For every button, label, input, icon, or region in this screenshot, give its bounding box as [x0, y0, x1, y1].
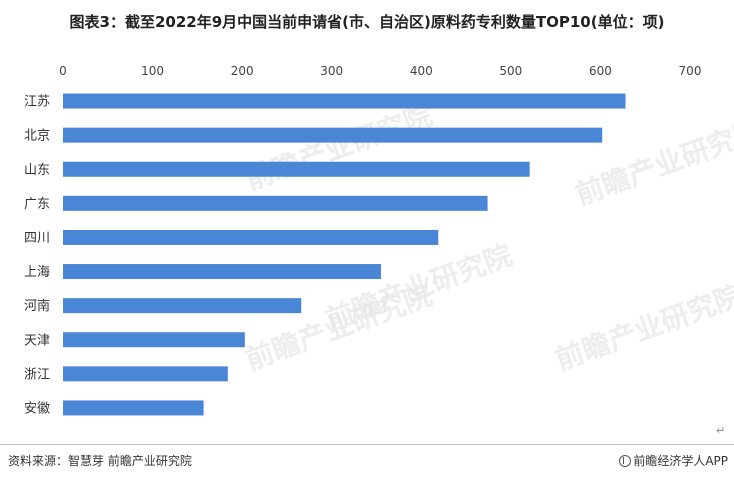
bar [63, 332, 245, 348]
chart-title: 图表3：截至2022年9月中国当前申请省(市、自治区)原料药专利数量TOP10(… [69, 13, 665, 31]
bar [63, 161, 530, 177]
watermark-text: 前瞻产业研究院 [551, 279, 734, 377]
bar [63, 229, 439, 245]
brand-text: 前瞻经济学人APP [633, 454, 728, 468]
x-axis-ticks: 0 100 200 300 400 500 600 700 [59, 64, 701, 78]
x-tick-label: 600 [589, 64, 612, 78]
x-tick-label: 500 [499, 64, 522, 78]
x-tick-label: 200 [231, 64, 254, 78]
category-label: 浙江 [24, 367, 50, 382]
return-mark-icon: ↵ [716, 424, 726, 437]
x-tick-label: 400 [410, 64, 433, 78]
source-note: 资料来源：智慧芽 前瞻产业研究院 [8, 454, 192, 468]
bar [63, 127, 603, 143]
footer-divider [0, 444, 734, 445]
category-label: 北京 [24, 129, 50, 144]
bar [63, 366, 228, 382]
bar [63, 264, 381, 280]
category-label: 天津 [24, 333, 50, 348]
category-label: 山东 [24, 163, 50, 178]
category-label: 江苏 [24, 94, 50, 110]
x-tick-label: 0 [59, 64, 67, 78]
brand-label: 前瞻经济学人APP [619, 452, 728, 469]
category-label: 河南 [24, 298, 50, 314]
brand-logo-icon [619, 454, 632, 467]
category-label: 安徽 [24, 401, 50, 416]
bar [63, 93, 626, 109]
x-tick-label: 100 [141, 64, 164, 78]
watermark-text: 前瞻产业研究院 [241, 99, 436, 197]
bar [63, 400, 204, 416]
category-label: 四川 [24, 231, 50, 246]
category-label: 广东 [24, 197, 50, 212]
bar [63, 195, 488, 211]
x-tick-label: 300 [320, 64, 343, 78]
bar [63, 298, 302, 314]
category-label: 上海 [24, 265, 50, 280]
x-tick-label: 700 [679, 64, 702, 78]
watermark-text: 前瞻产业研究院 [321, 239, 516, 337]
bar-series [63, 93, 626, 416]
